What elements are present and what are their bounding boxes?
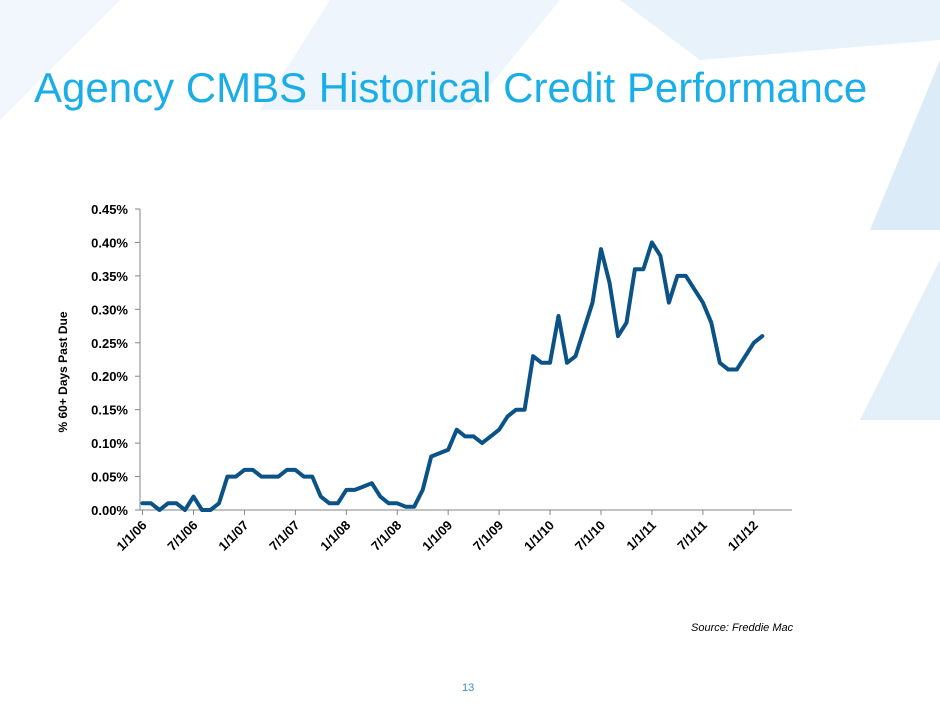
- x-axis: 1/1/06 7/1/06 1/1/07 7/1/07 1/1/08 7/1/08 1/1/…: [113, 509, 792, 554]
- y-tick-label: 0.15%: [91, 403, 128, 418]
- x-tick-label: 1/1/07: [215, 518, 251, 554]
- source-note: Source: Freddie Mac: [691, 622, 794, 634]
- y-tick-label: 0.05%: [91, 470, 128, 485]
- y-tick-label: 0.30%: [91, 302, 128, 317]
- x-tick-label: 1/1/10: [521, 518, 557, 554]
- x-tick-label: 1/1/12: [725, 518, 761, 554]
- y-tick-label: 0.25%: [91, 336, 128, 351]
- x-tick-label: 1/1/11: [623, 518, 659, 554]
- x-tick-label: 7/1/07: [266, 518, 302, 554]
- x-tick-label: 7/1/06: [164, 518, 200, 554]
- y-tick-label: 0.10%: [91, 436, 128, 451]
- y-tick-label: 0.00%: [91, 503, 128, 518]
- slide-title: Agency CMBS Historical Credit Performanc…: [34, 64, 868, 111]
- x-tick-label: 7/1/09: [470, 518, 506, 554]
- x-tick-label: 7/1/11: [674, 518, 710, 554]
- decor-band-left: [0, 0, 120, 120]
- series-line: [140, 240, 765, 512]
- y-tick-label: 0.45%: [91, 202, 128, 217]
- y-tick-label: 0.40%: [91, 235, 128, 250]
- series-layer: [140, 240, 765, 512]
- decor-band-right-2: [860, 260, 940, 420]
- decor-band-top: [260, 0, 560, 110]
- page-number: 13: [462, 682, 475, 694]
- y-tick-label: 0.35%: [91, 269, 128, 284]
- y-axis: 0.00% 0.05% 0.10% 0.15% 0.20% 0.25% 0.30% 0.35%…: [91, 202, 141, 518]
- x-tick-label: 1/1/08: [317, 518, 353, 554]
- y-axis-label: % 60+ Days Past Due: [56, 311, 70, 432]
- decor-band-right-1: [870, 60, 940, 230]
- x-tick-label: 7/1/10: [572, 518, 608, 554]
- decor-band-top-right: [620, 0, 940, 60]
- x-tick-label: 1/1/06: [113, 518, 149, 554]
- x-tick-label: 7/1/08: [368, 518, 404, 554]
- y-tick-label: 0.20%: [91, 369, 128, 384]
- x-tick-label: 1/1/09: [419, 518, 455, 554]
